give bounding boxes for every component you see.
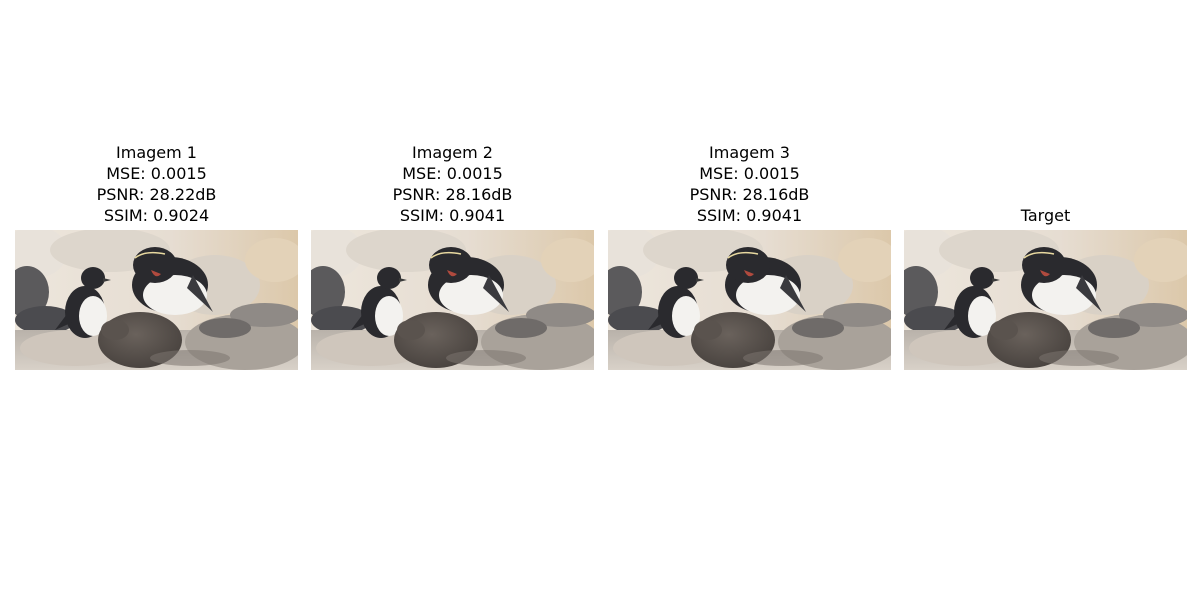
penguin-photo — [904, 230, 1187, 370]
panel-name: Target — [1020, 206, 1071, 225]
panel-imagem-2: Imagem 2 MSE: 0.0015 PSNR: 28.16dB SSIM:… — [311, 0, 594, 600]
metric-mse: MSE: 0.0015 — [402, 164, 503, 183]
metric-mse: MSE: 0.0015 — [699, 164, 800, 183]
panel-title: Imagem 2 MSE: 0.0015 PSNR: 28.16dB SSIM:… — [311, 142, 594, 226]
panel-title: Target — [904, 205, 1187, 226]
metric-psnr: PSNR: 28.16dB — [392, 185, 513, 204]
panel-title: Imagem 1 MSE: 0.0015 PSNR: 28.22dB SSIM:… — [15, 142, 298, 226]
panel-name: Imagem 3 — [709, 143, 790, 162]
panel-imagem-1: Imagem 1 MSE: 0.0015 PSNR: 28.22dB SSIM:… — [15, 0, 298, 600]
panel-name: Imagem 2 — [412, 143, 493, 162]
metric-ssim: SSIM: 0.9041 — [399, 206, 506, 225]
metric-mse: MSE: 0.0015 — [106, 164, 207, 183]
penguin-photo — [311, 230, 594, 370]
panel-imagem-3: Imagem 3 MSE: 0.0015 PSNR: 28.16dB SSIM:… — [608, 0, 891, 600]
metric-ssim: SSIM: 0.9024 — [103, 206, 210, 225]
panel-title: Imagem 3 MSE: 0.0015 PSNR: 28.16dB SSIM:… — [608, 142, 891, 226]
metric-psnr: PSNR: 28.22dB — [96, 185, 217, 204]
panel-name: Imagem 1 — [116, 143, 197, 162]
metric-psnr: PSNR: 28.16dB — [689, 185, 810, 204]
penguin-photo — [608, 230, 891, 370]
panel-target: Target — [904, 0, 1187, 600]
metric-ssim: SSIM: 0.9041 — [696, 206, 803, 225]
penguin-photo — [15, 230, 298, 370]
